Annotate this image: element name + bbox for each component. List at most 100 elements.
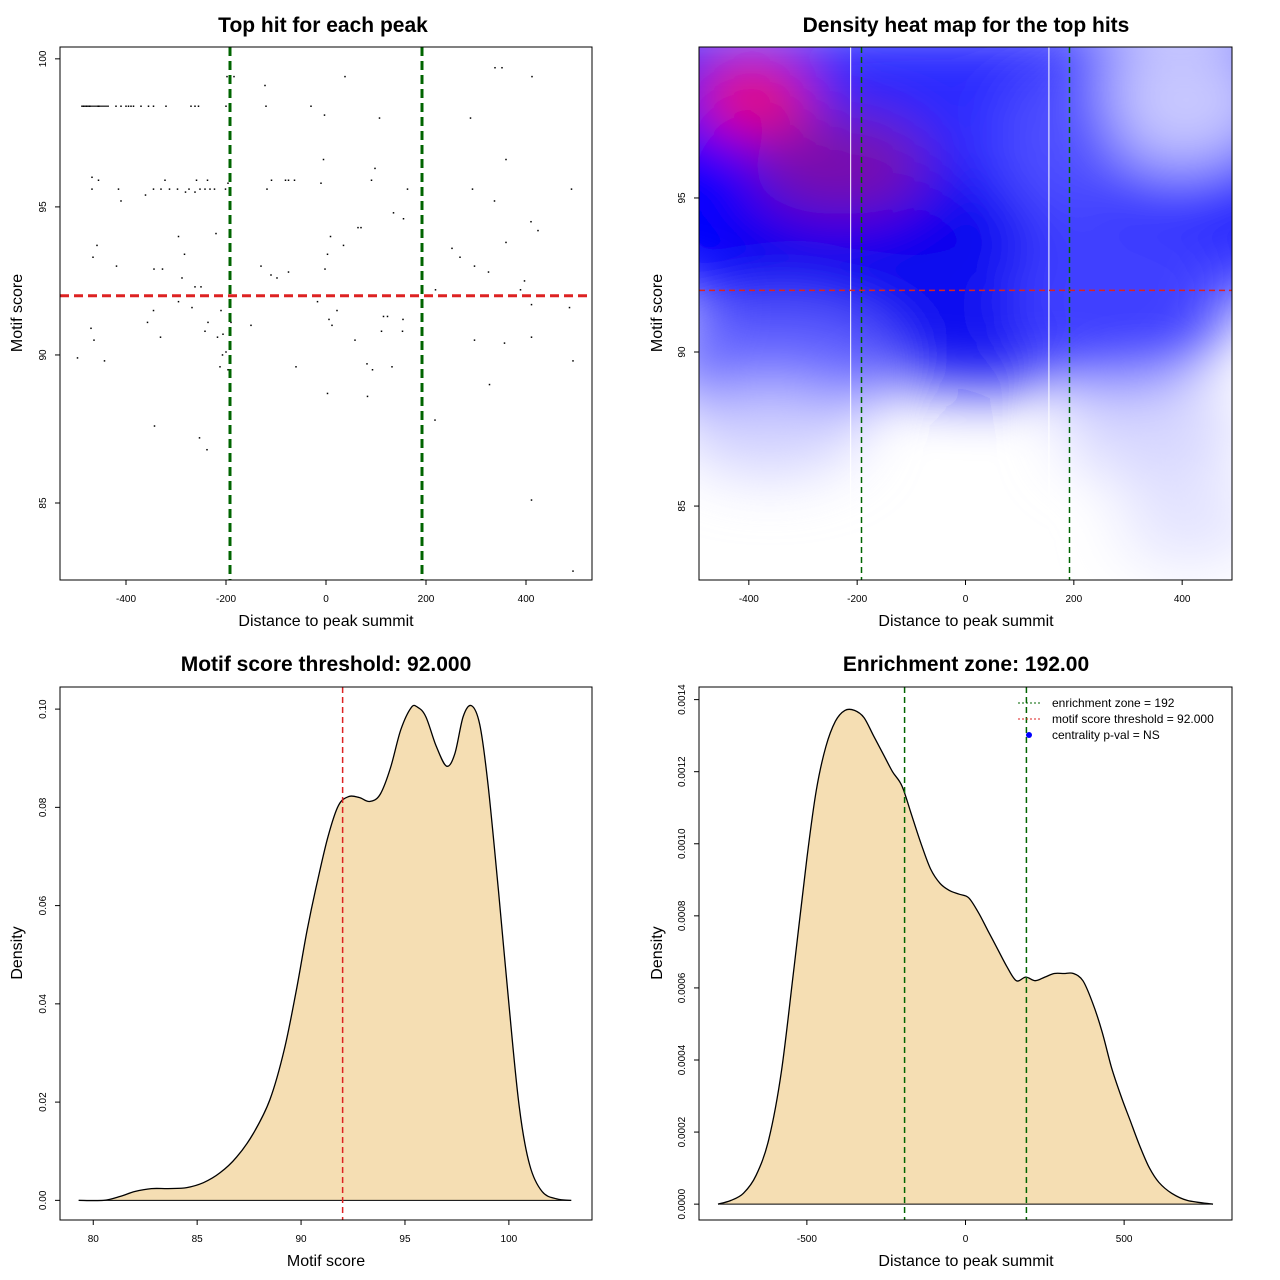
scatter-point	[357, 226, 359, 229]
heatmap-faint-left	[699, 385, 860, 475]
score-density-y-tick-label: 0.06	[38, 895, 49, 915]
distance-density-y-tick-label: 0.0010	[677, 828, 688, 859]
scatter-point	[222, 333, 224, 335]
scatter-point	[326, 253, 329, 256]
scatter-point	[144, 194, 147, 196]
scatter-y-tick-label: 85	[38, 497, 49, 509]
scatter-point	[530, 499, 533, 501]
scatter-point	[101, 105, 103, 107]
scatter-point	[572, 360, 574, 362]
scatter-point	[130, 105, 132, 107]
scatter-point	[264, 84, 266, 87]
score-density-density-curve	[78, 704, 572, 1202]
scatter-point	[91, 188, 93, 190]
panel-score-density: Motif score threshold: 92.000 80 85 90 95 10…	[9, 653, 593, 1270]
scatter-point	[94, 105, 96, 107]
scatter-point	[97, 105, 100, 107]
scatter-point	[265, 105, 267, 107]
heatmap-x-tick-label: -200	[847, 594, 867, 605]
heatmap-y-axis-label: Motif score	[649, 274, 666, 352]
scatter-point	[519, 289, 522, 291]
scatter-point	[199, 188, 201, 190]
scatter-point	[204, 188, 206, 190]
scatter-point	[146, 321, 149, 324]
scatter-point	[473, 339, 476, 341]
scatter-point	[374, 167, 376, 170]
scatter-point	[322, 158, 325, 161]
scatter-point	[176, 188, 179, 190]
distance-density-plot-frame	[698, 686, 1233, 1221]
scatter-point	[92, 105, 94, 107]
distance-density-y-axis-label: Density	[649, 926, 666, 979]
scatter-x-tick-label: 0	[323, 594, 329, 605]
heatmap-density-surface	[699, 47, 1232, 580]
distance-density-y-tick-label: 0.0000	[677, 1188, 688, 1219]
heatmap-x-axis-label: Distance to peak summit	[878, 613, 1054, 630]
scatter-point	[402, 217, 405, 220]
heatmap-faint-right	[1060, 380, 1232, 480]
heatmap-light-corner	[1090, 47, 1232, 170]
scatter-point	[366, 363, 368, 365]
panel-heatmap: Density heat map for the top hits -4	[649, 14, 1233, 630]
scatter-point	[380, 330, 383, 333]
scatter-point	[177, 300, 180, 303]
scatter-point	[328, 318, 330, 321]
scatter-point	[392, 212, 395, 214]
scatter-point	[326, 392, 329, 395]
scatter-point	[194, 191, 196, 193]
scatter-point	[107, 105, 109, 107]
legend-pval-label: centrality p-val = NS	[1052, 728, 1160, 742]
scatter-point	[209, 188, 211, 190]
scatter-point	[224, 188, 227, 190]
scatter-point	[227, 182, 229, 184]
scatter-point	[103, 105, 105, 107]
distance-density-x-tick-label: -500	[797, 1234, 817, 1245]
scatter-point	[125, 105, 127, 107]
distance-density-y-tick-label: 0.0002	[677, 1116, 688, 1147]
scatter-point	[331, 324, 333, 327]
score-density-density-fill	[78, 705, 572, 1201]
scatter-point	[310, 105, 312, 107]
scatter-point	[177, 235, 180, 238]
scatter-point	[85, 105, 88, 107]
scatter-point	[184, 191, 187, 193]
scatter-point	[207, 321, 209, 324]
scatter-point	[568, 306, 571, 309]
scatter-point	[190, 105, 192, 107]
score-density-plot-frame	[59, 686, 593, 1221]
heatmap-title: Density heat map for the top hits	[803, 14, 1130, 37]
heatmap-right-core	[1010, 210, 1230, 390]
scatter-point	[226, 75, 228, 78]
distance-density-y-tick-label: 0.0006	[677, 972, 688, 1003]
heatmap-x-tick-label: 0	[963, 594, 969, 605]
scatter-point	[225, 351, 227, 353]
distance-density-density-fill	[718, 709, 1213, 1205]
scatter-point	[105, 105, 107, 107]
scatter-point	[216, 336, 219, 338]
scatter-point	[370, 179, 373, 181]
scatter-point	[117, 188, 120, 190]
score-density-y-tick-label: 0.08	[38, 797, 49, 817]
heatmap-x-tick-label: 400	[1174, 594, 1191, 605]
panel-distance-density: Enrichment zone: 192.00 -500 0 500 0.0000 0.…	[649, 653, 1233, 1270]
heatmap-x-tick-label: -400	[739, 594, 759, 605]
scatter-point	[97, 179, 100, 181]
scatter-point	[401, 330, 404, 333]
scatter-point	[165, 105, 167, 107]
scatter-point	[152, 188, 155, 190]
scatter-point	[215, 232, 217, 235]
scatter-point	[344, 75, 346, 78]
distance-density-x-tick-label: 500	[1116, 1234, 1133, 1245]
scatter-point	[406, 188, 409, 190]
score-density-x-axis-label: Motif score	[287, 1253, 365, 1270]
scatter-point	[572, 570, 574, 572]
scatter-point	[276, 277, 278, 279]
scatter-point	[90, 327, 92, 330]
distance-density-title: Enrichment zone: 192.00	[843, 653, 1089, 676]
scatter-point	[206, 179, 209, 181]
scatter-point	[153, 425, 156, 427]
distance-density-x-tick-label: 0	[963, 1234, 969, 1245]
scatter-point	[570, 188, 573, 190]
scatter-point	[451, 247, 453, 250]
scatter-point	[469, 117, 472, 119]
